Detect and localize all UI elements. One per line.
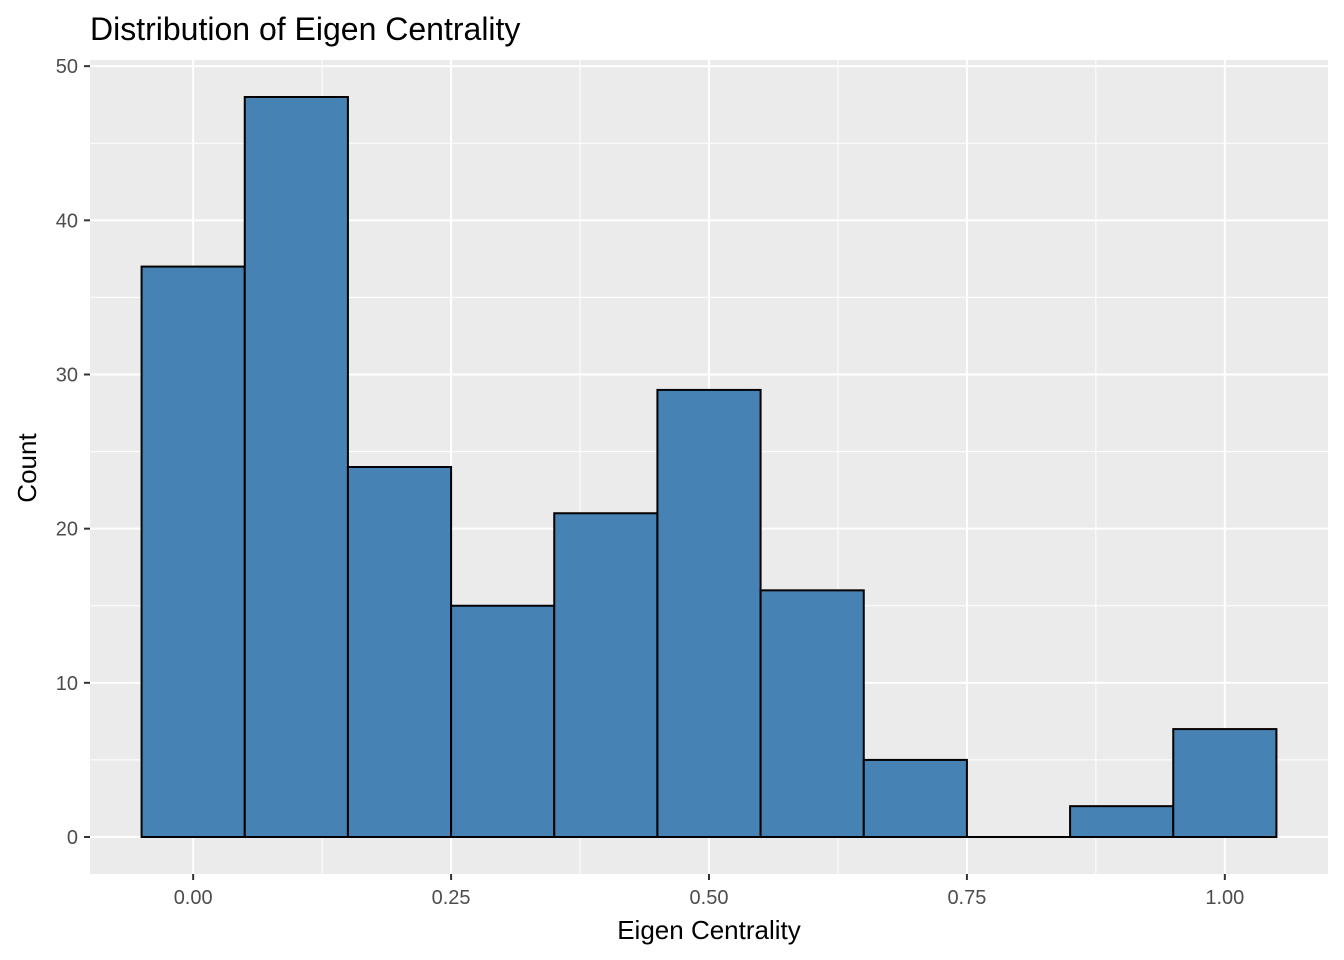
plot-area — [90, 60, 1328, 874]
x-axis: 0.00 0.25 0.50 0.75 1.00 — [174, 874, 1244, 909]
histogram-bar — [553, 512, 659, 838]
y-tick-label: 30 — [56, 365, 78, 387]
histogram-bars — [140, 96, 1278, 839]
histogram-bar — [450, 604, 556, 838]
histogram-bar — [759, 589, 865, 838]
y-tick-label: 0 — [67, 827, 78, 849]
histogram-bar — [1069, 805, 1175, 839]
y-tick-label: 10 — [56, 673, 78, 695]
chart-title: Distribution of Eigen Centrality — [90, 11, 520, 47]
y-tick-label: 50 — [56, 56, 78, 78]
histogram-bar — [140, 265, 246, 839]
histogram-bar — [346, 466, 453, 838]
x-tick-label: 0.50 — [690, 887, 729, 909]
histogram-bar — [862, 758, 968, 839]
histogram-bar — [243, 96, 349, 838]
y-tick-label: 20 — [56, 519, 78, 541]
histogram-bar — [1172, 728, 1278, 838]
y-axis-title: Count — [12, 433, 42, 503]
x-tick-label: 0.75 — [947, 887, 986, 909]
x-tick-label: 0.25 — [432, 887, 471, 909]
y-tick-label: 40 — [56, 210, 78, 232]
y-axis: 0 10 20 30 40 50 — [56, 56, 90, 849]
histogram-bar — [656, 388, 762, 838]
x-tick-label: 1.00 — [1205, 887, 1244, 909]
x-tick-label: 0.00 — [174, 887, 213, 909]
x-axis-title: Eigen Centrality — [617, 915, 801, 945]
